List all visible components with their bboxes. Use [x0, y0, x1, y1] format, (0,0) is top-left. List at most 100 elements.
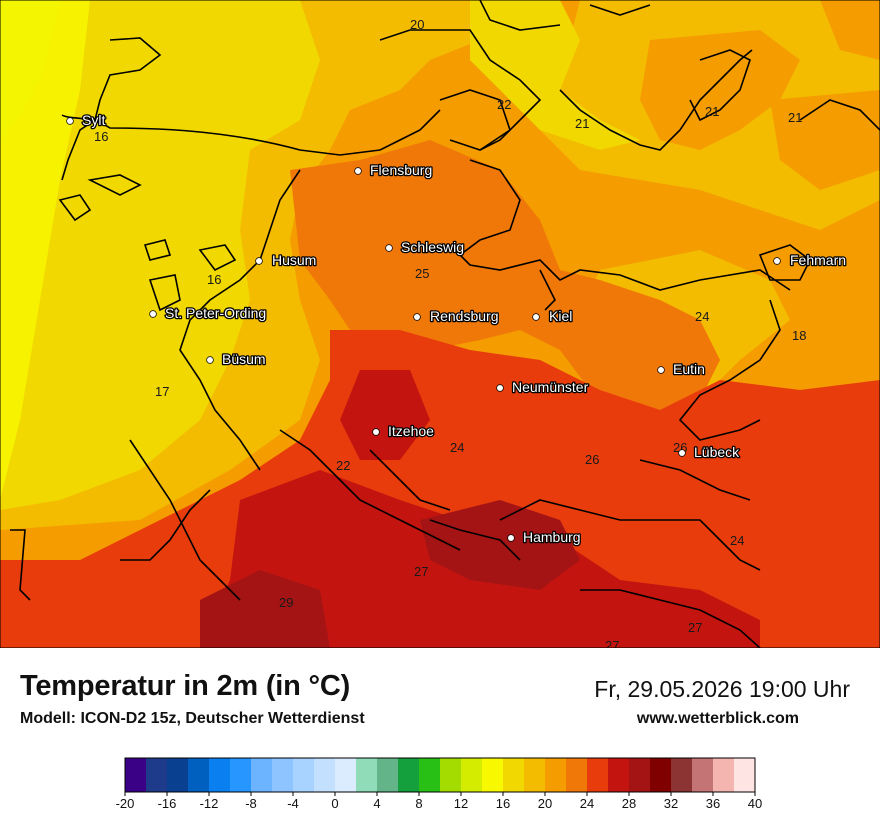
legend-swatch: [650, 758, 672, 792]
legend-tick-label: 28: [622, 796, 636, 811]
coastlines: [10, 0, 880, 648]
legend-tick-label: 8: [415, 796, 422, 811]
city-kiel: Kiel: [532, 307, 574, 325]
svg-text:Rendsburg: Rendsburg: [430, 308, 499, 324]
legend-swatch: [461, 758, 483, 792]
legend-swatch: [629, 758, 651, 792]
city-buesum: Büsum: [206, 350, 267, 368]
legend-swatch: [587, 758, 609, 792]
legend-swatch: [251, 758, 273, 792]
svg-text:St. Peter-Ording: St. Peter-Ording: [165, 305, 266, 321]
city-hamburg: Hamburg: [507, 528, 582, 546]
legend-tick-label: 20: [538, 796, 552, 811]
value-label: 27: [605, 638, 619, 648]
legend-swatch: [335, 758, 357, 792]
legend-swatch: [188, 758, 210, 792]
legend-swatch: [356, 758, 378, 792]
legend-tick-label: 4: [373, 796, 380, 811]
legend-tick-label: 36: [706, 796, 720, 811]
svg-text:Fehmarn: Fehmarn: [790, 252, 846, 268]
city-fehmarn: Fehmarn: [773, 251, 847, 269]
value-label: 21: [575, 116, 589, 131]
svg-text:Itzehoe: Itzehoe: [388, 423, 434, 439]
legend-swatch: [713, 758, 735, 792]
value-label: 24: [695, 309, 709, 324]
website-link[interactable]: www.wetterblick.com: [636, 710, 799, 727]
legend-tick-label: 12: [454, 796, 468, 811]
city-rendsburg: Rendsburg: [413, 307, 500, 325]
value-label: 24: [730, 533, 744, 548]
legend-tick-label: -20: [116, 796, 135, 811]
legend-swatch: [566, 758, 588, 792]
map-title: Temperatur in 2m (in °C): [20, 670, 351, 702]
svg-text:Büsum: Büsum: [222, 351, 266, 367]
legend-swatch: [167, 758, 189, 792]
color-legend: -20 -16 -12 -8 -4 0 4 8 12 16 20 24 28 32 36 40: [116, 757, 762, 811]
legend-swatch: [440, 758, 462, 792]
city-neumuenster: Neumünster: [496, 378, 590, 396]
legend-tick-label: -16: [158, 796, 177, 811]
legend-swatch: [545, 758, 567, 792]
value-label: 21: [788, 110, 802, 125]
city-luebeck: Lübeck: [678, 443, 741, 461]
value-label: 22: [336, 458, 350, 473]
legend-tick-label: 40: [748, 796, 762, 811]
value-label: 18: [792, 328, 806, 343]
legend-swatch: [209, 758, 231, 792]
svg-text:Kiel: Kiel: [549, 308, 572, 324]
city-flensburg: Flensburg: [354, 161, 434, 179]
svg-text:Hamburg: Hamburg: [523, 529, 581, 545]
temperature-map: 20 22 21 21 21 16 16 25 24 18 17 24 26 2…: [0, 0, 880, 648]
legend-swatch: [419, 758, 441, 792]
svg-text:Eutin: Eutin: [673, 361, 705, 377]
model-source: Modell: ICON-D2 15z, Deutscher Wetterdie…: [20, 710, 365, 727]
legend-swatch: [146, 758, 168, 792]
svg-text:Schleswig: Schleswig: [401, 239, 464, 255]
value-label: 17: [155, 384, 169, 399]
legend-swatch: [692, 758, 714, 792]
legend-swatch: [230, 758, 252, 792]
value-label: 20: [410, 17, 424, 32]
legend-tick-label: 16: [496, 796, 510, 811]
value-label: 24: [450, 440, 464, 455]
legend-tick-label: -8: [245, 796, 257, 811]
value-label: 29: [279, 595, 293, 610]
svg-text:Lübeck: Lübeck: [694, 444, 740, 460]
legend-swatch: [503, 758, 525, 792]
svg-text:Husum: Husum: [272, 252, 316, 268]
legend-swatch: [671, 758, 693, 792]
legend-swatch: [125, 758, 147, 792]
svg-text:Flensburg: Flensburg: [370, 162, 432, 178]
legend-swatch: [272, 758, 294, 792]
temperature-field: [0, 0, 880, 648]
legend-swatch: [482, 758, 504, 792]
city-labels: Sylt Flensburg Schleswig Husum St. Peter…: [66, 111, 847, 546]
city-husum: Husum: [255, 251, 318, 269]
legend-border: [124, 757, 756, 793]
svg-text:Neumünster: Neumünster: [512, 379, 589, 395]
legend-tick-label: 32: [664, 796, 678, 811]
value-label: 25: [415, 266, 429, 281]
svg-text:Sylt: Sylt: [82, 112, 105, 128]
forecast-datetime: Fr, 29.05.2026 19:00 Uhr: [594, 676, 850, 702]
footer: [0, 648, 880, 830]
value-label: 16: [94, 129, 108, 144]
value-label: 22: [497, 97, 511, 112]
legend-swatch: [734, 758, 756, 792]
legend-swatch: [293, 758, 315, 792]
value-label: 16: [207, 272, 221, 287]
legend-tick-label: -12: [200, 796, 219, 811]
value-label: 21: [705, 104, 719, 119]
legend-tick-label: 0: [331, 796, 338, 811]
legend-swatch: [398, 758, 420, 792]
value-label: 27: [414, 564, 428, 579]
legend-tick-label: 24: [580, 796, 594, 811]
legend-swatch: [314, 758, 336, 792]
legend-tick-label: -4: [287, 796, 299, 811]
city-eutin: Eutin: [657, 360, 706, 378]
legend-swatch: [608, 758, 630, 792]
value-label: 26: [585, 452, 599, 467]
value-label: 27: [688, 620, 702, 635]
city-schleswig: Schleswig: [385, 238, 465, 256]
city-st-peter-ording: St. Peter-Ording: [149, 304, 267, 322]
